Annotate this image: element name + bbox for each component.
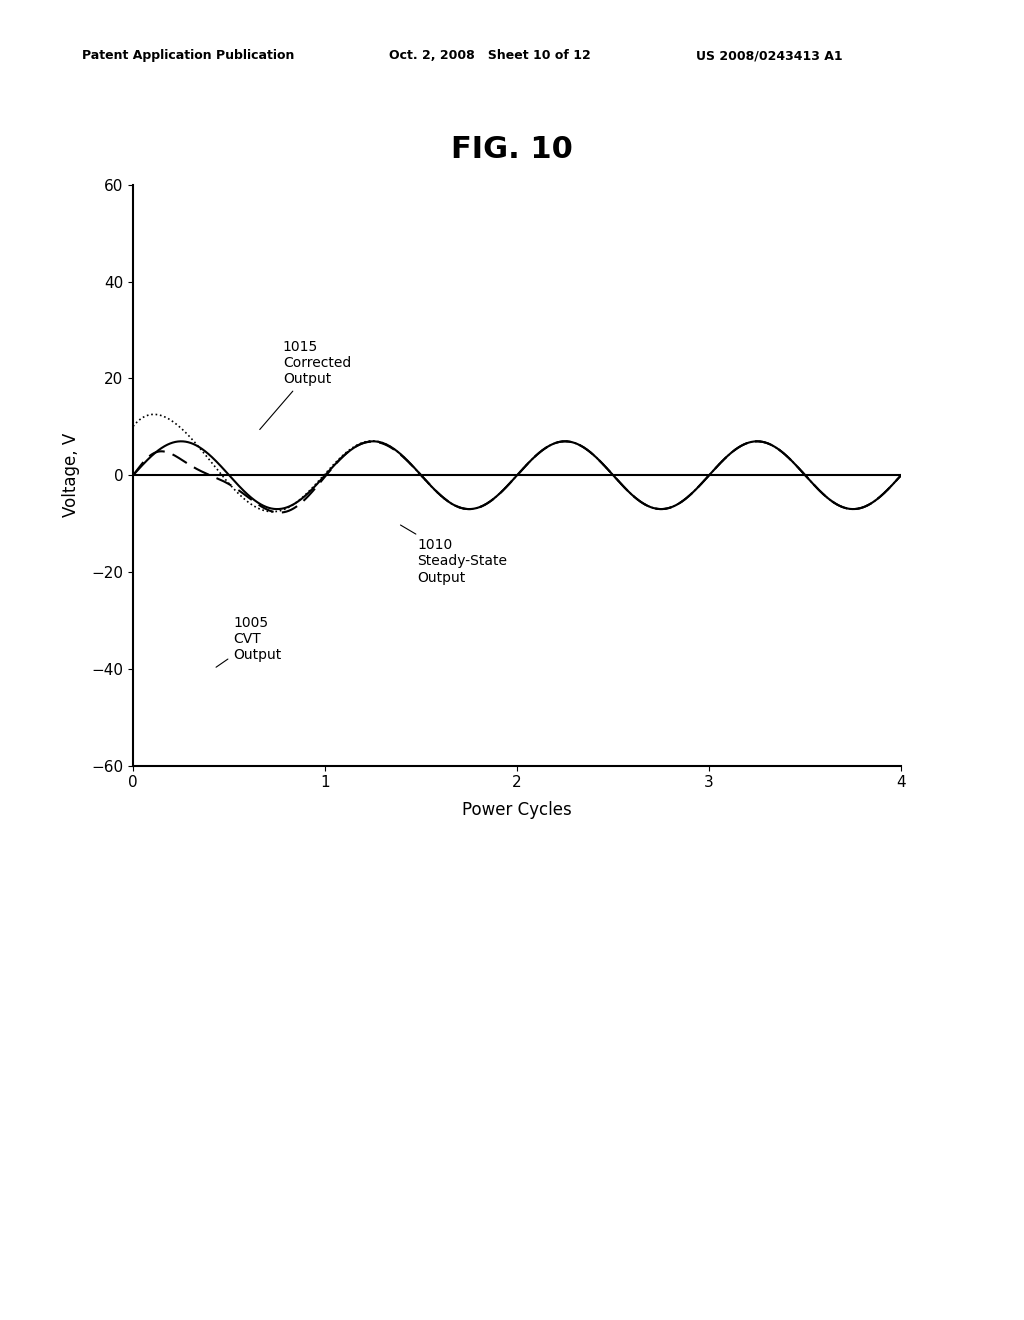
Text: Patent Application Publication: Patent Application Publication — [82, 49, 294, 62]
Y-axis label: Voltage, V: Voltage, V — [62, 433, 80, 517]
Text: 1010
Steady-State
Output: 1010 Steady-State Output — [400, 525, 507, 585]
Text: US 2008/0243413 A1: US 2008/0243413 A1 — [696, 49, 843, 62]
Text: 1015
Corrected
Output: 1015 Corrected Output — [260, 339, 351, 429]
Text: FIG. 10: FIG. 10 — [451, 136, 573, 165]
Text: 1005
CVT
Output: 1005 CVT Output — [216, 615, 282, 667]
Text: Oct. 2, 2008   Sheet 10 of 12: Oct. 2, 2008 Sheet 10 of 12 — [389, 49, 591, 62]
X-axis label: Power Cycles: Power Cycles — [462, 801, 572, 820]
